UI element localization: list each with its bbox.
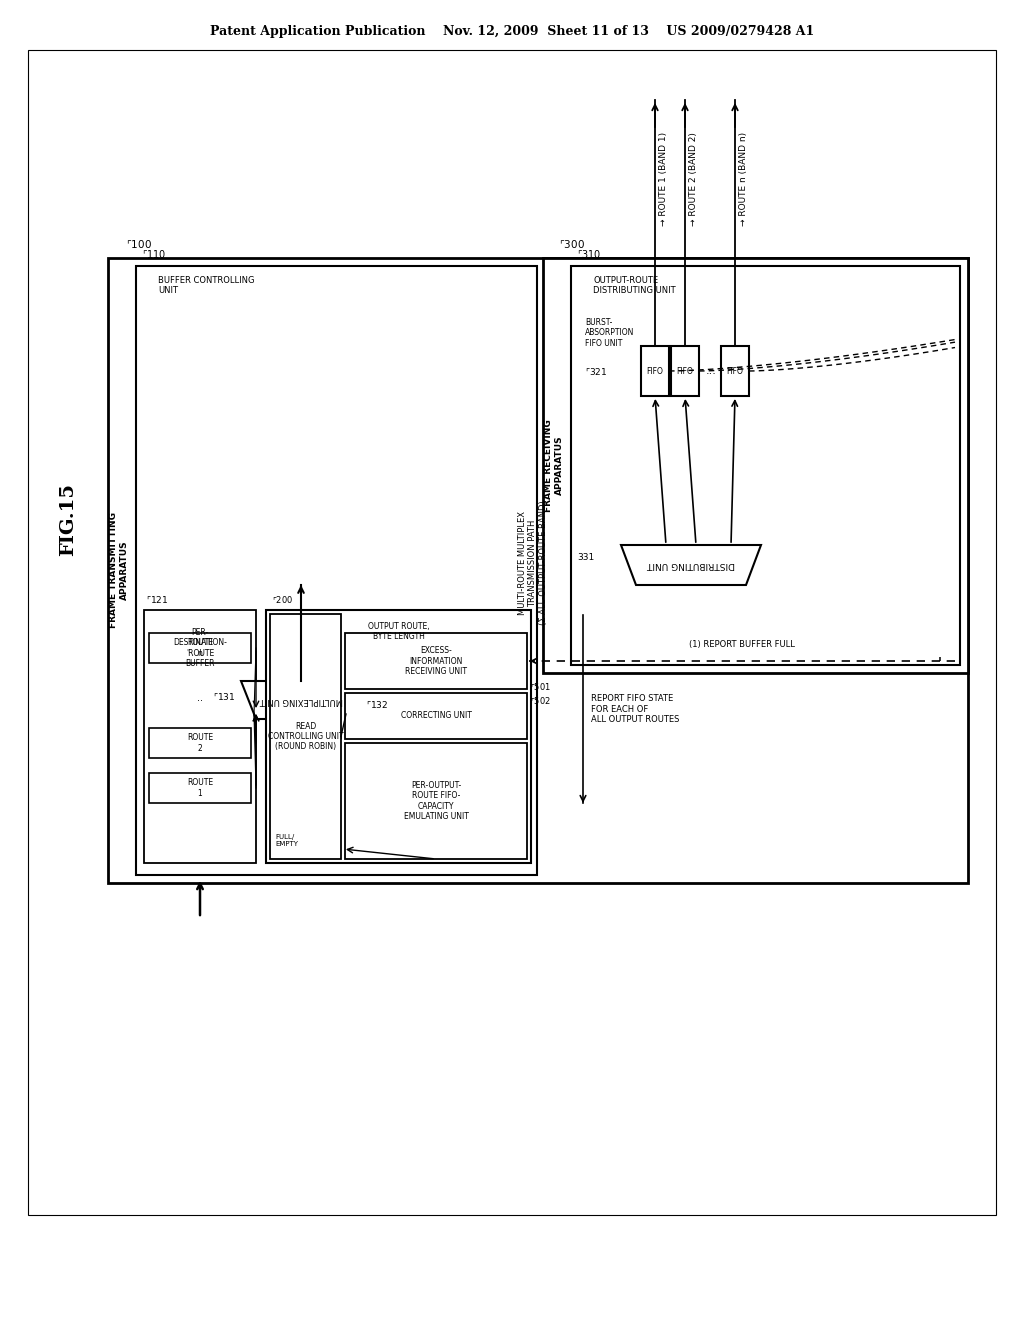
Bar [270,614,341,859]
Text: EXCESS-
INFORMATION
RECEIVING UNIT: EXCESS- INFORMATION RECEIVING UNIT [406,645,467,676]
Text: ROUTE
1: ROUTE 1 [187,779,213,797]
Bar [671,346,699,396]
Bar [571,267,961,665]
Text: $\ulcorner$310: $\ulcorner$310 [577,248,601,260]
Text: $\ulcorner$132: $\ulcorner$132 [366,700,388,710]
Text: OUTPUT-ROUTE
DISTRIBUTING UNIT: OUTPUT-ROUTE DISTRIBUTING UNIT [593,276,676,296]
Text: $\ulcorner$200: $\ulcorner$200 [272,594,293,605]
Text: ...: ... [706,366,717,376]
Text: $\ulcorner$321: $\ulcorner$321 [585,366,607,378]
Bar [136,267,537,875]
Bar [345,693,527,739]
Bar [345,634,527,689]
Bar [543,257,968,673]
Text: BURST-
ABSORPTION
FIFO UNIT: BURST- ABSORPTION FIFO UNIT [585,318,635,347]
Bar [266,610,531,863]
Text: FRAME RECEIVING
APPARATUS: FRAME RECEIVING APPARATUS [545,420,563,512]
Text: MULTIPLEXING UNIT: MULTIPLEXING UNIT [259,696,343,705]
Bar [144,610,256,863]
Text: REPORT FIFO STATE
FOR EACH OF
ALL OUTPUT ROUTES: REPORT FIFO STATE FOR EACH OF ALL OUTPUT… [591,694,679,723]
Text: $\ulcorner$300: $\ulcorner$300 [559,238,585,249]
Text: $\ulcorner$501: $\ulcorner$501 [530,681,551,692]
Text: $\ulcorner$131: $\ulcorner$131 [213,690,236,701]
Text: FRAME TRANSMITTING
APPARATUS: FRAME TRANSMITTING APPARATUS [110,512,129,628]
Bar [150,634,251,663]
Bar [641,346,669,396]
Text: PER-OUTPUT-
ROUTE FIFO-
CAPACITY
EMULATING UNIT: PER-OUTPUT- ROUTE FIFO- CAPACITY EMULATI… [403,781,468,821]
Text: $\ulcorner$110: $\ulcorner$110 [142,248,167,260]
Text: $\ulcorner$121: $\ulcorner$121 [146,594,169,605]
Text: Patent Application Publication    Nov. 12, 2009  Sheet 11 of 13    US 2009/02794: Patent Application Publication Nov. 12, … [210,25,814,38]
Text: $\ulcorner$502: $\ulcorner$502 [530,696,551,706]
Polygon shape [621,545,761,585]
Text: PER-
DESTINATION-
'ROUTE
BUFFER: PER- DESTINATION- 'ROUTE BUFFER [173,628,227,668]
Text: FULL/
EMPTY: FULL/ EMPTY [275,834,298,847]
Text: FIFO: FIFO [727,367,743,375]
Bar [28,50,996,1214]
Text: FIG.15: FIG.15 [59,483,77,557]
Bar [108,257,968,883]
Text: DISTRIBUTING UNIT: DISTRIBUTING UNIT [647,561,735,569]
Polygon shape [241,681,361,719]
Text: FIFO: FIFO [677,367,693,375]
Text: → ROUTE n (BAND n): → ROUTE n (BAND n) [739,132,748,226]
Bar [345,743,527,859]
Bar [150,774,251,803]
Text: READ
CONTROLLING UNIT
(ROUND ROBIN): READ CONTROLLING UNIT (ROUND ROBIN) [267,722,343,751]
Text: ROUTE
2: ROUTE 2 [187,734,213,752]
Text: MULTI-ROUTE MULTIPLEX
TRANSMISSION PATH
(Σ ALL-OUTPUT-ROUTE BAND): MULTI-ROUTE MULTIPLEX TRANSMISSION PATH … [518,500,548,626]
Bar [721,346,749,396]
Text: $\ulcorner$100: $\ulcorner$100 [126,238,152,249]
Text: FIFO: FIFO [646,367,664,375]
Text: 331: 331 [577,553,594,561]
Text: → ROUTE 2 (BAND 2): → ROUTE 2 (BAND 2) [689,132,698,226]
Text: → ROUTE 1 (BAND 1): → ROUTE 1 (BAND 1) [659,132,668,226]
Text: ROUTE
n: ROUTE n [187,639,213,657]
Text: ..: .. [197,693,203,704]
Bar [150,729,251,758]
Text: (1) REPORT BUFFER FULL: (1) REPORT BUFFER FULL [689,640,795,649]
Text: CORRECTING UNIT: CORRECTING UNIT [400,711,471,721]
Text: BUFFER CONTROLLING
UNIT: BUFFER CONTROLLING UNIT [158,276,255,296]
Text: OUTPUT ROUTE,
BYTE LENGTH: OUTPUT ROUTE, BYTE LENGTH [368,622,429,642]
